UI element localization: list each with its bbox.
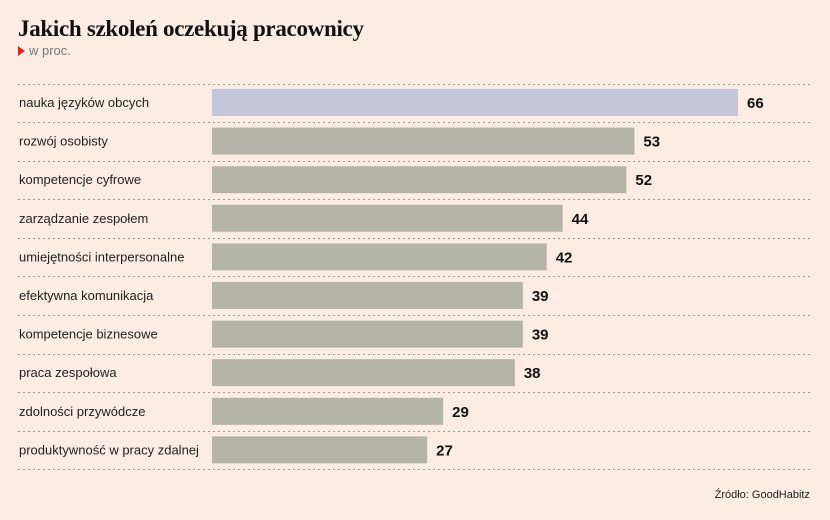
value-label: 53 bbox=[643, 134, 660, 151]
category-label: rozwój osobisty bbox=[19, 134, 108, 149]
chart-subtitle: w proc. bbox=[18, 43, 71, 58]
bar bbox=[212, 282, 523, 309]
bar bbox=[212, 436, 428, 464]
category-label: nauka języków obcych bbox=[19, 95, 149, 110]
bar bbox=[212, 320, 523, 348]
bar bbox=[212, 166, 627, 194]
category-label: produktywność w pracy zdalnej bbox=[19, 442, 199, 457]
value-label: 38 bbox=[524, 365, 541, 382]
subtitle-text: w proc. bbox=[29, 43, 71, 58]
category-label: praca zespołowa bbox=[19, 365, 117, 380]
category-label: zarządzanie zespołem bbox=[19, 211, 148, 226]
value-label: 44 bbox=[572, 211, 589, 228]
category-label: umiejętności interpersonalne bbox=[19, 249, 184, 264]
value-label: 39 bbox=[532, 327, 549, 344]
bar bbox=[212, 359, 515, 387]
bar bbox=[212, 243, 547, 271]
source-note: Źródło: GoodHabitz bbox=[714, 489, 810, 501]
bar bbox=[212, 397, 444, 425]
category-label: zdolności przywódcze bbox=[19, 404, 145, 419]
value-label: 52 bbox=[635, 172, 652, 189]
bar bbox=[212, 204, 563, 232]
category-label: kompetencje cyfrowe bbox=[19, 172, 141, 187]
value-label: 29 bbox=[452, 404, 469, 421]
category-label: kompetencje biznesowe bbox=[19, 327, 158, 342]
value-label: 66 bbox=[747, 95, 764, 112]
bar bbox=[212, 89, 738, 116]
triangle-marker-icon bbox=[18, 45, 25, 56]
value-label: 39 bbox=[532, 288, 549, 305]
value-label: 42 bbox=[556, 249, 573, 266]
chart-title: Jakich szkoleń oczekują pracownicy bbox=[18, 16, 364, 41]
value-label: 27 bbox=[436, 442, 453, 459]
category-label: efektywna komunikacja bbox=[19, 288, 154, 303]
bar bbox=[212, 127, 635, 155]
